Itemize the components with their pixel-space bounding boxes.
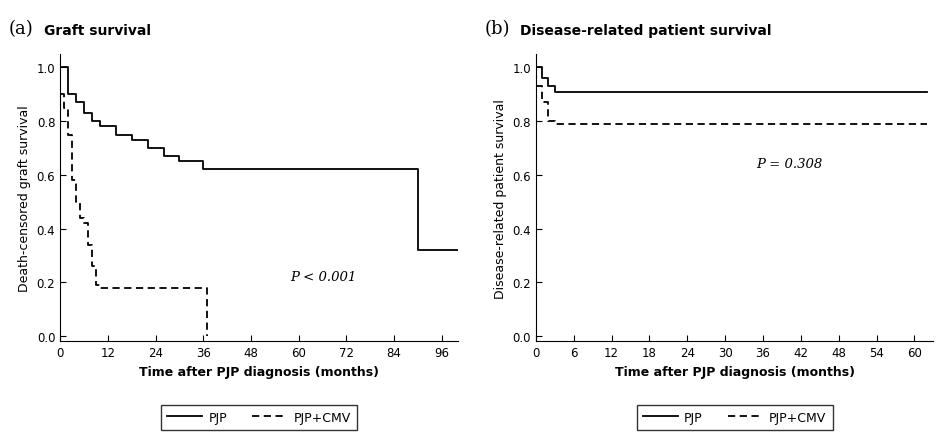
Legend: PJP, PJP+CMV: PJP, PJP+CMV bbox=[161, 405, 357, 430]
Legend: PJP, PJP+CMV: PJP, PJP+CMV bbox=[636, 405, 832, 430]
Text: P < 0.001: P < 0.001 bbox=[291, 270, 357, 283]
X-axis label: Time after PJP diagnosis (months): Time after PJP diagnosis (months) bbox=[139, 365, 379, 378]
Y-axis label: Disease-related patient survival: Disease-related patient survival bbox=[494, 99, 507, 298]
Text: Disease-related patient survival: Disease-related patient survival bbox=[520, 24, 771, 38]
Text: (b): (b) bbox=[484, 20, 510, 38]
X-axis label: Time after PJP diagnosis (months): Time after PJP diagnosis (months) bbox=[615, 365, 855, 378]
Y-axis label: Death-censored graft survival: Death-censored graft survival bbox=[18, 105, 31, 291]
Text: (a): (a) bbox=[9, 20, 33, 38]
Text: P = 0.308: P = 0.308 bbox=[757, 157, 823, 170]
Text: Graft survival: Graft survival bbox=[45, 24, 151, 38]
